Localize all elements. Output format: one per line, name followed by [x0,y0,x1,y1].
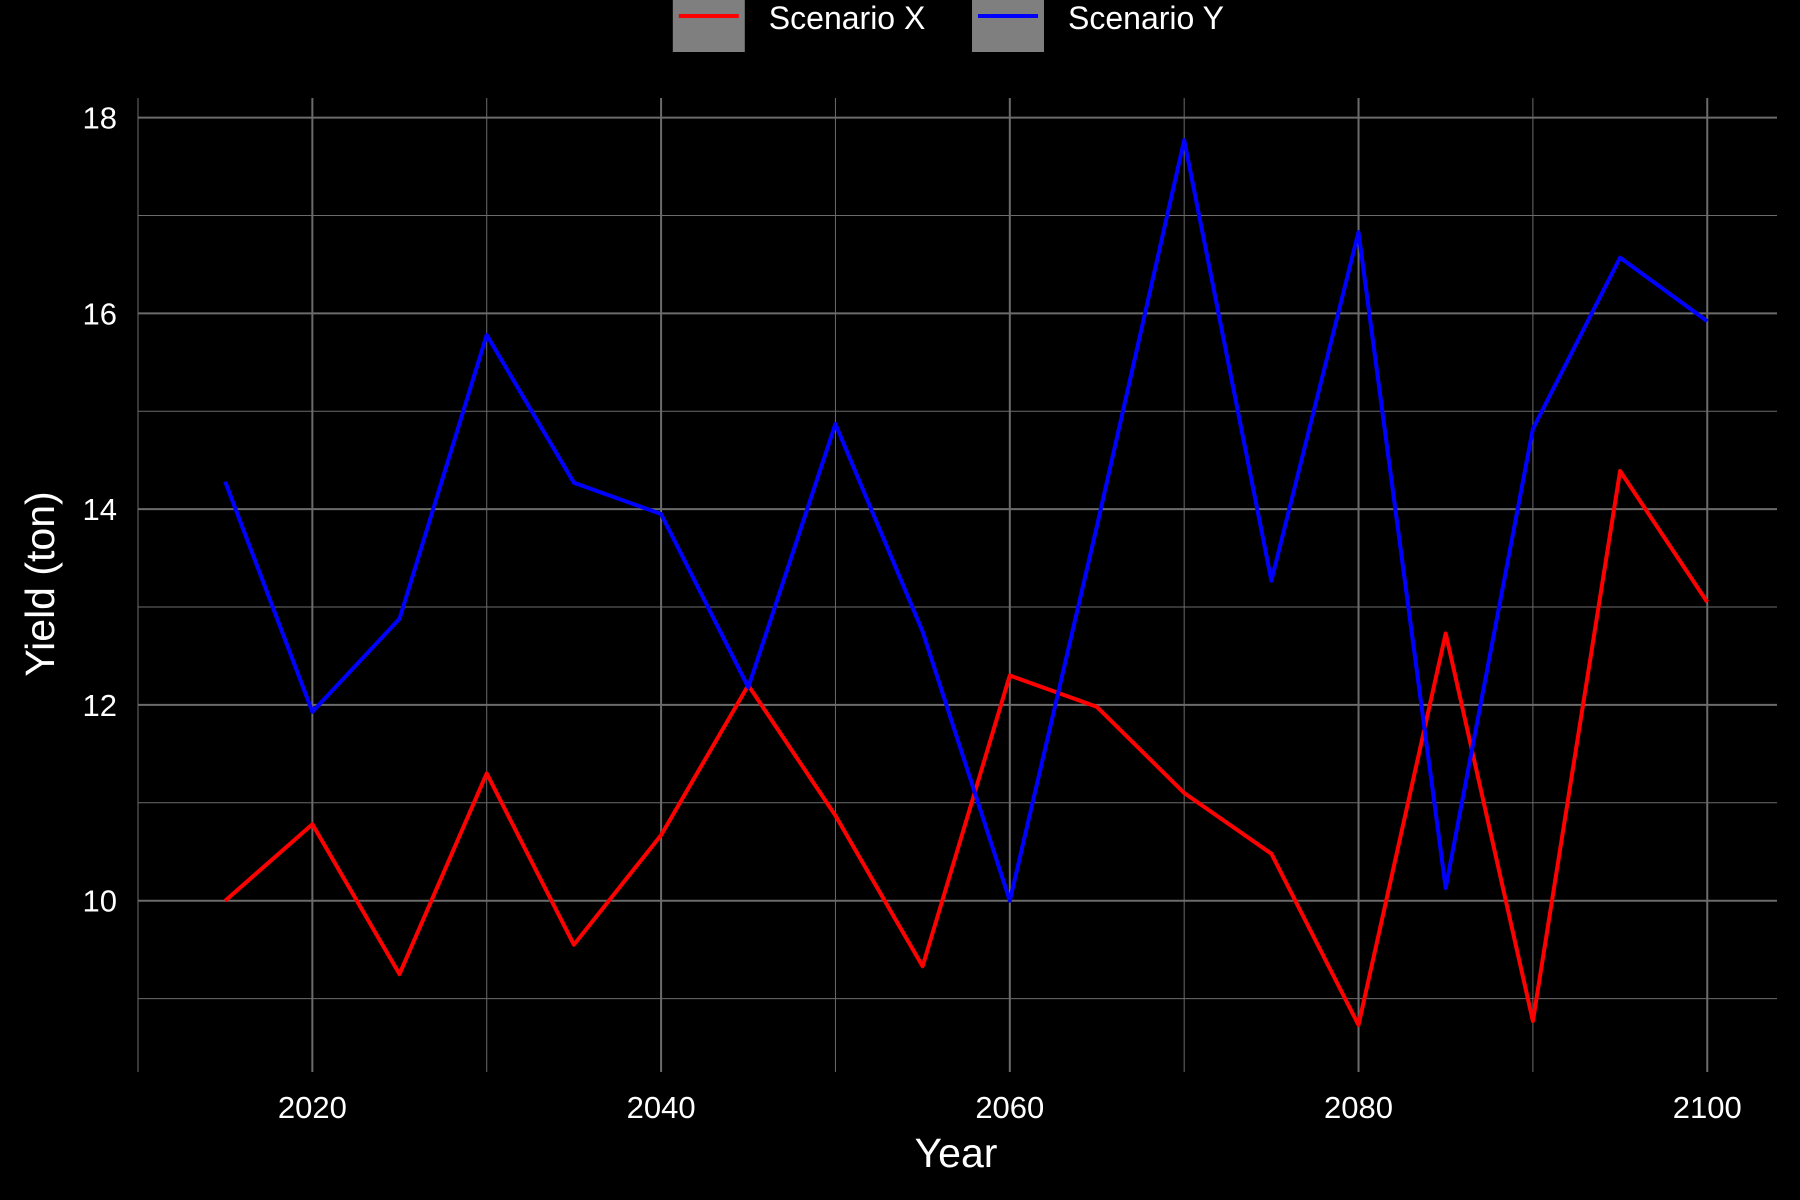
y-axis-title: Yield (ton) [17,491,63,676]
series-line-scenario-y [223,138,1709,903]
series-lines [223,138,1709,1027]
series-line-scenario-x [223,469,1709,1027]
legend-item-scenario-x: Scenario X [672,0,926,52]
legend: Scenario X Scenario Y [672,0,1224,52]
y-tick-label: 18 [83,101,117,136]
y-tick-label: 16 [83,296,117,331]
minor-gridlines [137,98,1777,1072]
legend-label: Scenario X [769,0,926,36]
legend-label: Scenario Y [1068,0,1224,36]
x-tick-label: 2100 [1673,1090,1742,1125]
x-tick-label: 2040 [627,1090,696,1125]
y-tick-label: 10 [83,884,117,919]
x-axis-tick-labels: 2020 2040 2060 2080 2100 [278,1090,1742,1125]
legend-item-scenario-y: Scenario Y [972,0,1224,52]
x-tick-label: 2020 [278,1090,347,1125]
y-axis-tick-labels: 10 12 14 16 18 [83,101,117,919]
x-tick-label: 2080 [1324,1090,1393,1125]
y-tick-label: 14 [83,492,117,527]
x-tick-label: 2060 [975,1090,1044,1125]
legend-key-background [672,0,745,52]
legend-key-background [972,0,1044,52]
x-axis-title: Year [915,1130,998,1176]
y-tick-label: 12 [83,688,117,723]
